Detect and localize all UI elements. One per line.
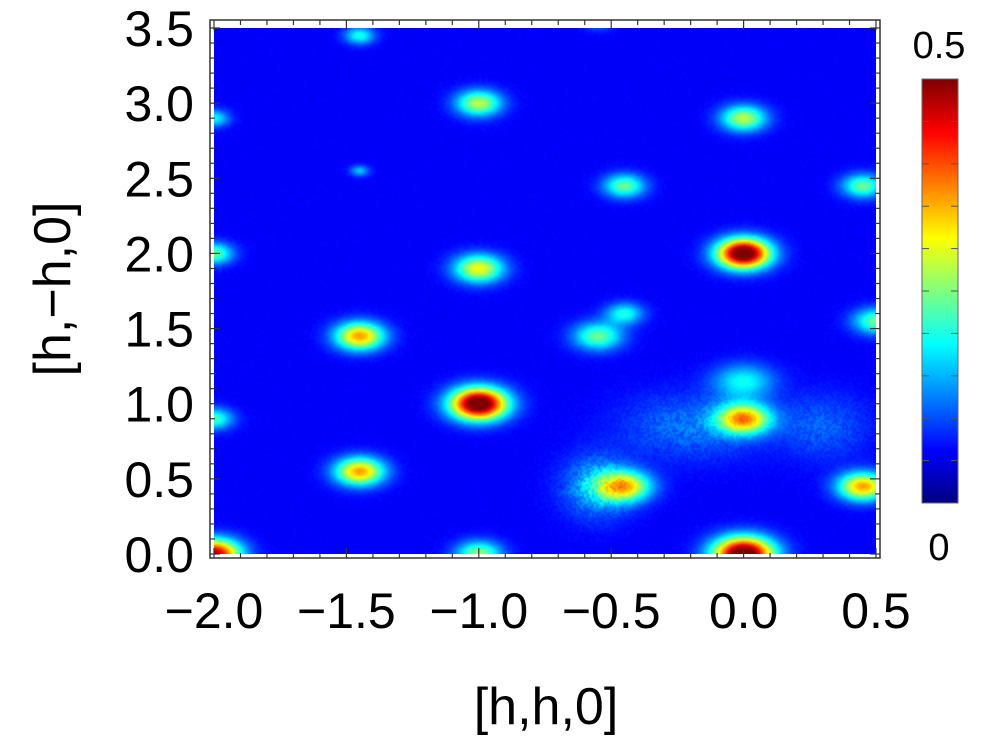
axis-ticks	[210, 20, 880, 558]
y-tick-label: 3.0	[124, 76, 194, 132]
y-tick-label: 2.5	[124, 151, 194, 207]
x-tick-label: 0.0	[709, 583, 779, 639]
y-tick-labels: 0.0 0.5 1.0 1.5 2.0 2.5 3.0 3.5	[124, 1, 194, 583]
plot-frame	[209, 19, 881, 559]
heatmap-intensity-map	[214, 28, 876, 554]
y-tick-label: 2.0	[124, 226, 194, 282]
x-tick-label: −0.5	[562, 583, 661, 639]
x-tick-label: −2.0	[165, 583, 264, 639]
y-tick-label: 0.5	[124, 452, 194, 508]
colorbar-max-label: 0.5	[913, 25, 966, 67]
y-tick-label: 3.5	[124, 1, 194, 57]
x-axis-title: [h,h,0]	[474, 678, 619, 736]
x-tick-label: 0.5	[841, 583, 911, 639]
x-tick-labels: −2.0 −1.5 −1.0 −0.5 0.0 0.5	[165, 583, 911, 639]
y-tick-label: 1.0	[124, 377, 194, 433]
colorbar-min-label: 0	[928, 527, 949, 569]
y-tick-label: 1.5	[124, 302, 194, 358]
colorbar-ticks	[922, 120, 958, 462]
x-tick-label: −1.0	[429, 583, 528, 639]
y-tick-label: 0.0	[124, 527, 194, 583]
y-axis-title: [h,−h,0]	[24, 202, 82, 377]
x-tick-label: −1.5	[297, 583, 396, 639]
